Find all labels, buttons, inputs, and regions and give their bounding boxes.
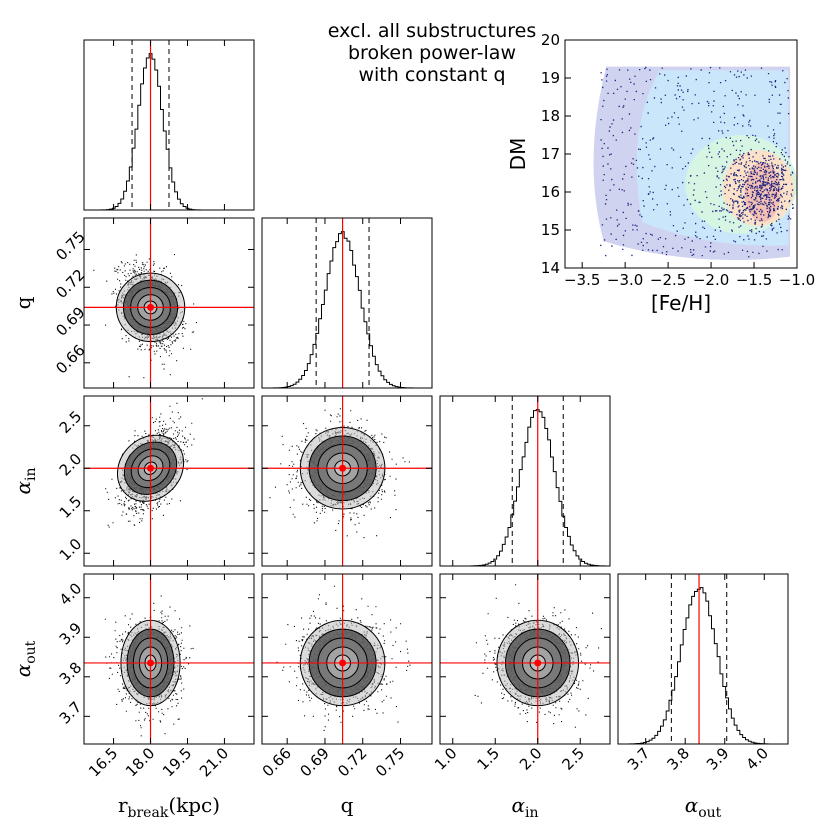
scatter-frame-2-1 — [261, 395, 433, 567]
inset-x-tick-label-1: −3.0 — [607, 271, 643, 289]
scatter-panel-aout-vs-rbreak: 16.5 18.0 19.5 21.0 3.7 3.8 3.9 4.0 — [56, 573, 255, 780]
scatter-content-3-1 — [262, 574, 432, 744]
scatter-panel-aout-vs-ain: 1.0 1.5 2.0 2.5 — [431, 573, 611, 774]
y-axis-label-aout: αout — [11, 640, 39, 677]
hist-panel-rbreak — [83, 39, 255, 211]
inset-x-tick-label-2: −2.5 — [650, 271, 686, 289]
x-axis-label-aout: αout — [685, 793, 722, 821]
hist-frame-ain — [439, 395, 611, 567]
y-tick-label-aout-0: 3.7 — [56, 698, 86, 728]
y-axis-label-ain: αin — [11, 467, 39, 494]
inset-x-tick-label-4: −1.5 — [736, 271, 772, 289]
inset-panel: −3.5 −3.0 −2.5 −2.0 −1.5 −1.0 14 15 16 17 18 19 20 [F… — [506, 31, 815, 315]
hist-ain — [440, 409, 611, 567]
inset-xlabel: [Fe/H] — [651, 291, 711, 315]
scatter-panel-ain-vs-q — [261, 395, 433, 567]
scatter-content-2-0 — [84, 396, 254, 566]
inset-x-tick-label-3: −2.0 — [693, 271, 729, 289]
title-line-2: broken power-law — [348, 42, 516, 64]
x-tick-label-q-1: 0.69 — [296, 744, 332, 780]
x-tick-label-rbreak-2: 19.5 — [159, 744, 195, 780]
inset-ylabel: DM — [506, 138, 530, 171]
y-tick-label-ain-3: 2.5 — [56, 407, 86, 437]
x-tick-label-rbreak-1: 18.0 — [122, 744, 158, 780]
x-tick-label-aout-3: 4.0 — [743, 744, 773, 774]
hist-panel-q — [261, 217, 433, 389]
inset-points — [600, 66, 794, 258]
chart-title: excl. all substructures broken power-law… — [328, 20, 536, 86]
hist-frame-rbreak — [83, 39, 255, 211]
x-axis-label-rbreak: rbreak(kpc) — [118, 793, 220, 821]
inset-y-tick-label-0: 14 — [541, 259, 560, 277]
hist-aout — [617, 587, 789, 745]
truth-point — [339, 464, 347, 472]
scatter-frame-2-0 — [83, 395, 255, 567]
x-tick-label-ain-0: 1.0 — [431, 744, 461, 774]
x-axis-label-ain: αin — [511, 793, 538, 821]
y-tick-label-q-0: 0.66 — [52, 341, 88, 377]
x-tick-label-rbreak-0: 16.5 — [85, 744, 121, 780]
inset-y-tick-label-5: 19 — [541, 69, 560, 87]
scatter-frame-3-2 — [439, 573, 611, 745]
x-axis-label-q: q — [341, 793, 354, 817]
scatter-panel-q-vs-rbreak: 0.660.690.720.75 — [52, 217, 255, 389]
y-tick-label-q-2: 0.72 — [52, 266, 88, 302]
scatter-content-3-2 — [440, 574, 610, 744]
y-tick-label-q-1: 0.69 — [52, 303, 88, 339]
y-axis-label-q: q — [11, 296, 35, 309]
hist-panel-ain — [439, 395, 611, 567]
scatter-content-3-0 — [84, 574, 254, 744]
scatter-frame-3-0 — [83, 573, 255, 745]
hist-frame-q — [261, 217, 433, 389]
hist-q — [261, 231, 433, 389]
y-tick-label-ain-0: 1.0 — [56, 535, 86, 565]
title-line-1: excl. all substructures — [328, 20, 536, 42]
x-tick-label-q-2: 0.72 — [334, 744, 370, 780]
x-tick-label-ain-2: 2.0 — [516, 744, 546, 774]
inset-x-tick-label-0: −3.5 — [564, 271, 600, 289]
hist-panel-aout: 3.7 3.8 3.9 4.0 — [617, 573, 789, 774]
scatter-content-1-0 — [84, 218, 254, 388]
scatter-frame-3-1 — [261, 573, 433, 745]
y-tick-label-aout-1: 3.8 — [56, 658, 86, 688]
truth-point — [534, 659, 542, 667]
x-tick-label-q-3: 0.75 — [372, 744, 408, 780]
inset-y-tick-label-1: 15 — [541, 221, 560, 239]
inset-y-tick-label-2: 16 — [541, 183, 560, 201]
title-line-3: with constant q — [358, 64, 505, 86]
truth-point — [339, 659, 347, 667]
x-tick-label-ain-1: 1.5 — [473, 744, 503, 774]
inset-y-tick-label-6: 20 — [541, 31, 560, 49]
y-tick-label-aout-3: 4.0 — [56, 579, 86, 609]
x-tick-label-rbreak-3: 21.0 — [196, 744, 232, 780]
truth-point — [147, 303, 155, 311]
scatter-content-2-1 — [262, 396, 432, 566]
truth-point — [147, 659, 155, 667]
x-tick-label-aout-2: 3.9 — [703, 744, 733, 774]
x-tick-label-q-0: 0.66 — [259, 744, 295, 780]
scatter-panel-aout-vs-q: 0.66 0.69 0.72 0.75 — [259, 573, 433, 780]
x-tick-label-ain-3: 2.5 — [558, 744, 588, 774]
inset-y-tick-label-3: 17 — [541, 145, 560, 163]
y-tick-label-q-3: 0.75 — [52, 228, 88, 264]
x-tick-label-aout-0: 3.7 — [624, 744, 654, 774]
hist-frame-aout — [617, 573, 789, 745]
x-tick-label-aout-1: 3.8 — [663, 744, 693, 774]
y-tick-label-aout-2: 3.9 — [56, 619, 86, 649]
scatter-points — [104, 595, 194, 737]
truth-point — [147, 464, 155, 472]
inset-y-tick-label-4: 18 — [541, 107, 560, 125]
y-tick-label-ain-2: 2.0 — [56, 450, 86, 480]
scatter-panel-ain-vs-rbreak: 1.0 1.5 2.0 2.5 — [56, 395, 255, 567]
y-tick-label-ain-1: 1.5 — [56, 492, 86, 522]
inset-x-tick-label-5: −1.0 — [779, 271, 815, 289]
scatter-frame-1-0 — [83, 217, 255, 389]
